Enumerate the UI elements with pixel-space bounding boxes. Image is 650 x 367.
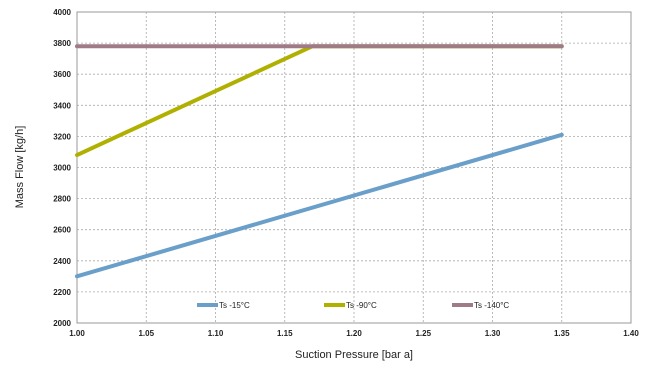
y-tick-label: 2200 [53,288,71,297]
y-tick-label: 2600 [53,226,71,235]
y-tick-label: 2400 [53,257,71,266]
x-tick-label: 1.20 [346,329,362,338]
data-series [75,44,564,279]
x-axis-title: Suction Pressure [bar a] [295,349,413,361]
series-line-1 [75,132,564,279]
legend: Ts -15°C Ts -90°C Ts -140°C [197,301,509,310]
y-tick-label: 4000 [53,8,71,17]
x-tick-label: 1.40 [623,329,639,338]
grid-lines [77,12,631,323]
tick-labels: 1.00 1.05 1.10 1.15 1.20 1.25 1.30 1.35 1.40 2000… [53,8,639,338]
y-tick-label: 3200 [53,132,71,141]
x-tick-label: 1.10 [208,329,224,338]
y-tick-label: 3000 [53,164,71,173]
x-tick-label: 1.25 [415,329,431,338]
legend-label: Ts -15°C [219,301,250,310]
x-tick-label: 1.30 [485,329,501,338]
y-axis-title: Mass Flow [kg/h] [14,126,26,209]
legend-label: Ts -90°C [346,301,377,310]
y-tick-label: 3400 [53,101,71,110]
y-tick-label: 3600 [53,70,71,79]
y-tick-label: 3800 [53,39,71,48]
y-tick-label: 2800 [53,195,71,204]
x-tick-label: 1.35 [554,329,570,338]
y-tick-label: 2000 [53,319,71,328]
x-tick-label: 1.00 [69,329,85,338]
legend-label: Ts -140°C [474,301,509,310]
x-tick-label: 1.05 [138,329,154,338]
x-tick-label: 1.15 [277,329,293,338]
